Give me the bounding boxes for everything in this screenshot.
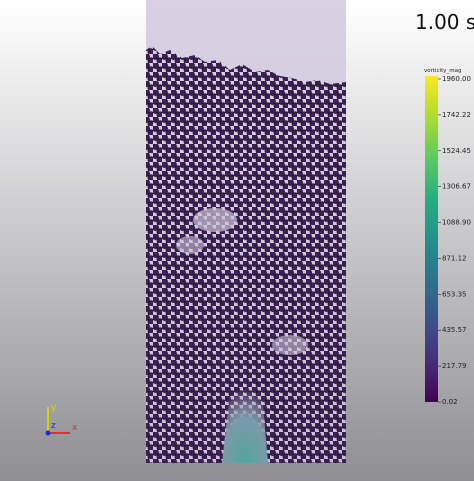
y-axis-label: y [51, 403, 57, 413]
colorbar-tick-label: 217.79 [442, 362, 467, 370]
x-axis-label: x [72, 423, 78, 433]
colorbar-tick-label: 871.12 [442, 254, 467, 262]
colorbar-tick-label: 653.35 [442, 290, 467, 298]
axes-triad: y x z [45, 403, 78, 436]
colorbar-tick-label: 1960.00 [442, 75, 471, 83]
colorbar-tick-label: 1306.67 [442, 183, 471, 191]
z-axis [45, 430, 51, 436]
void [193, 208, 237, 232]
colorbar-tick-label: 0.02 [442, 398, 458, 406]
colorbar-tick-label: 1742.22 [442, 111, 471, 119]
particle-bed [146, 46, 346, 463]
void [272, 335, 308, 355]
colorbar-title: vorticity_mag [424, 68, 462, 74]
z-axis-label: z [51, 421, 56, 431]
plume [222, 370, 268, 463]
colorbar-tick-label: 1524.45 [442, 147, 471, 155]
colorbar-ticks: 1960.00 1742.22 1524.45 1306.67 1088.90 871.1… [438, 75, 471, 406]
void [176, 236, 204, 254]
colorbar-tick-label: 1088.90 [442, 219, 471, 227]
colorbar-tick-label: 435.57 [442, 326, 467, 334]
time-label: 1.00 s [415, 10, 474, 34]
colorbar [425, 76, 438, 402]
